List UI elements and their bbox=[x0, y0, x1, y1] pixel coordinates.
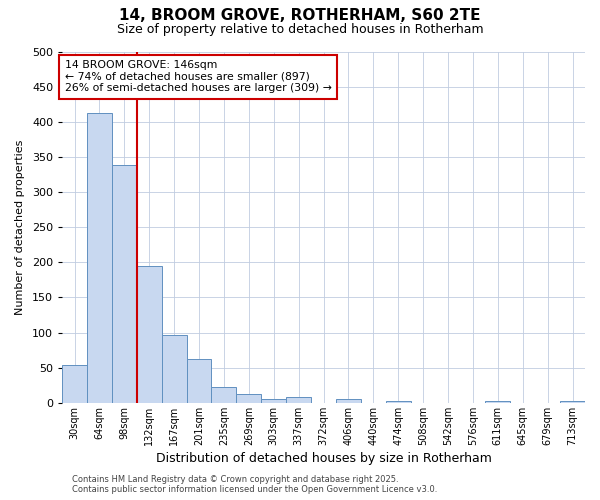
Text: Size of property relative to detached houses in Rotherham: Size of property relative to detached ho… bbox=[116, 22, 484, 36]
Text: 14, BROOM GROVE, ROTHERHAM, S60 2TE: 14, BROOM GROVE, ROTHERHAM, S60 2TE bbox=[119, 8, 481, 22]
Bar bbox=[286, 396, 311, 403]
Bar bbox=[261, 398, 286, 403]
X-axis label: Distribution of detached houses by size in Rotherham: Distribution of detached houses by size … bbox=[155, 452, 491, 465]
Bar bbox=[386, 401, 410, 403]
Bar bbox=[211, 386, 236, 403]
Bar bbox=[112, 166, 137, 403]
Bar bbox=[62, 365, 87, 403]
Bar bbox=[485, 402, 510, 403]
Bar bbox=[187, 358, 211, 403]
Bar bbox=[137, 266, 161, 403]
Bar bbox=[336, 400, 361, 403]
Y-axis label: Number of detached properties: Number of detached properties bbox=[15, 140, 25, 315]
Bar bbox=[560, 401, 585, 403]
Bar bbox=[161, 334, 187, 403]
Text: Contains HM Land Registry data © Crown copyright and database right 2025.
Contai: Contains HM Land Registry data © Crown c… bbox=[72, 474, 437, 494]
Bar bbox=[87, 112, 112, 403]
Bar bbox=[236, 394, 261, 403]
Text: 14 BROOM GROVE: 146sqm
← 74% of detached houses are smaller (897)
26% of semi-de: 14 BROOM GROVE: 146sqm ← 74% of detached… bbox=[65, 60, 332, 94]
